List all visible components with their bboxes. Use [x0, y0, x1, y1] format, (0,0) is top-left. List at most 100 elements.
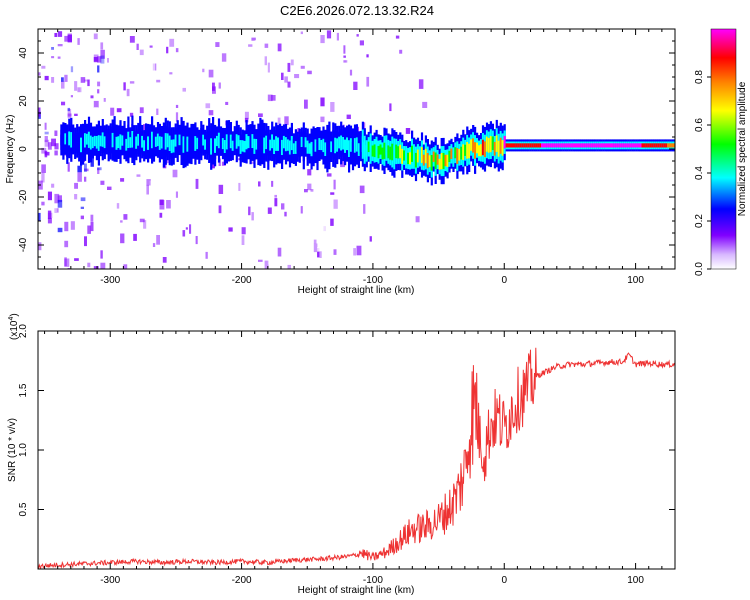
heatmap-noise-cell	[57, 56, 61, 59]
heatmap-noise-cell	[47, 217, 52, 224]
heatmap-noise-cell	[113, 54, 117, 58]
heatmap-ridge-cell	[273, 139, 276, 154]
heatmap-ridge-cell	[93, 135, 96, 147]
heatmap-noise-cell	[198, 35, 204, 43]
snr-x-label: Height of straight line (km)	[298, 585, 415, 596]
heatmap-noise-cell	[110, 261, 114, 265]
y-tick-label: -20	[18, 189, 29, 204]
heatmap-noise-cell	[300, 31, 303, 35]
heatmap-ridge-cell	[365, 145, 368, 157]
heatmap-ridge-cell	[357, 143, 360, 156]
heatmap-ridge-cell	[300, 136, 303, 147]
heatmap-ridge-cell	[178, 134, 181, 146]
heatmap-noise-cell	[149, 71, 155, 78]
heatmap-noise-cell	[100, 37, 106, 42]
colorbar-ticks: 0.0 0.2 0.4 0.6 0.8	[694, 70, 711, 276]
heatmap-noise-cell	[51, 56, 55, 59]
heatmap-noise-cell	[97, 167, 102, 171]
heatmap-noise-cell	[175, 104, 179, 108]
heatmap-noise-cell	[300, 65, 305, 69]
heatmap-noise-cell	[382, 32, 387, 38]
heatmap-noise-cell	[51, 98, 56, 104]
heatmap-noise-cell	[179, 267, 184, 269]
heatmap-noise-cell	[103, 242, 108, 248]
heatmap-ridge-cell	[629, 143, 632, 148]
heatmap-noise-cell	[277, 43, 282, 52]
heatmap-noise-cell	[241, 227, 246, 235]
heatmap-noise-cell	[274, 185, 277, 192]
heatmap-noise-cell	[372, 99, 378, 108]
heatmap-ridge-cell	[610, 143, 613, 148]
heatmap-noise-cell	[44, 122, 47, 130]
heatmap-ridge-cell	[369, 140, 372, 157]
heatmap-ridge-cell	[507, 143, 510, 148]
heatmap-ridge-cell	[217, 132, 221, 149]
heatmap-ridge-cell	[523, 143, 526, 148]
heatmap-ridge-cell	[395, 144, 398, 159]
heatmap-noise-cell	[221, 53, 227, 62]
heatmap-ridge-cell	[645, 143, 648, 148]
heatmap-ridge-cell	[513, 143, 516, 148]
heatmap-noise-cell	[166, 164, 169, 170]
heatmap-noise-cell	[192, 33, 195, 42]
heatmap-noise-cell	[264, 43, 269, 48]
heatmap-noise-cell	[281, 203, 285, 210]
heatmap-noise-cell	[57, 44, 63, 47]
heatmap-ridge-cell	[602, 143, 605, 148]
heatmap-ridge-cell	[511, 143, 514, 148]
heatmap-ridge-cell	[643, 143, 646, 148]
heatmap-noise-cell	[343, 55, 346, 58]
spectrogram-y-label: Frequency (Hz)	[5, 115, 16, 184]
heatmap-noise-cell	[320, 35, 325, 44]
heatmap-ridge-cell	[279, 136, 282, 151]
heatmap-noise-cell	[44, 136, 48, 143]
heatmap-ridge-cell	[600, 143, 603, 148]
heatmap-ridge-cell	[164, 133, 167, 150]
heatmap-ridge-cell	[541, 143, 544, 148]
heatmap-noise-cell	[212, 82, 215, 91]
heatmap-noise-cell	[97, 56, 102, 63]
heatmap-noise-cell	[87, 29, 92, 34]
heatmap-noise-cell	[156, 79, 161, 83]
heatmap-ridge-cell	[454, 147, 457, 159]
heatmap-noise-cell	[139, 49, 144, 56]
heatmap-noise-cell	[192, 117, 195, 127]
heatmap-noise-cell	[107, 242, 111, 250]
heatmap-ridge-cell	[458, 148, 461, 161]
heatmap-ridge-cell	[621, 143, 624, 148]
heatmap-noise-cell	[330, 102, 335, 112]
heatmap-noise-cell	[320, 97, 325, 107]
y-tick-label: 2.0	[18, 324, 29, 338]
heatmap-ridge-cell	[316, 141, 319, 157]
heatmap-ridge-cell	[233, 135, 236, 146]
heatmap-noise-cell	[235, 239, 240, 245]
heatmap-noise-cell	[97, 167, 100, 174]
heatmap-noise-cell	[198, 161, 202, 169]
heatmap-noise-cell	[248, 44, 253, 47]
heatmap-ridge-cell	[377, 145, 380, 159]
heatmap-noise-cell	[67, 33, 72, 42]
y-tick-label: 20	[18, 95, 29, 107]
heatmap-noise-cell	[284, 211, 287, 217]
heatmap-noise-cell	[172, 169, 178, 178]
heatmap-ridge-cell	[582, 143, 585, 148]
heatmap-ridge-cell	[72, 134, 75, 145]
heatmap-ridge-cell	[539, 143, 542, 148]
heatmap-ridge-cell	[141, 135, 144, 148]
heatmap-ridge-cell	[462, 144, 465, 160]
heatmap-ridge-cell	[452, 151, 455, 163]
heatmap-noise-cell	[235, 230, 240, 236]
heatmap-noise-cell	[218, 205, 222, 214]
heatmap-ridge-cell	[361, 136, 364, 153]
heatmap-noise-cell	[313, 120, 317, 127]
heatmap-noise-cell	[169, 38, 175, 47]
heatmap-ridge-cell	[495, 135, 498, 152]
heatmap-noise-cell	[107, 260, 112, 264]
heatmap-noise-cell	[41, 201, 45, 206]
heatmap-noise-cell	[189, 183, 192, 194]
heatmap-noise-cell	[258, 113, 263, 117]
heatmap-ridge-cell	[637, 143, 640, 148]
heatmap-noise-cell	[74, 75, 77, 79]
y-tick-label: 1.5	[18, 383, 29, 397]
heatmap-noise-cell	[136, 43, 139, 50]
